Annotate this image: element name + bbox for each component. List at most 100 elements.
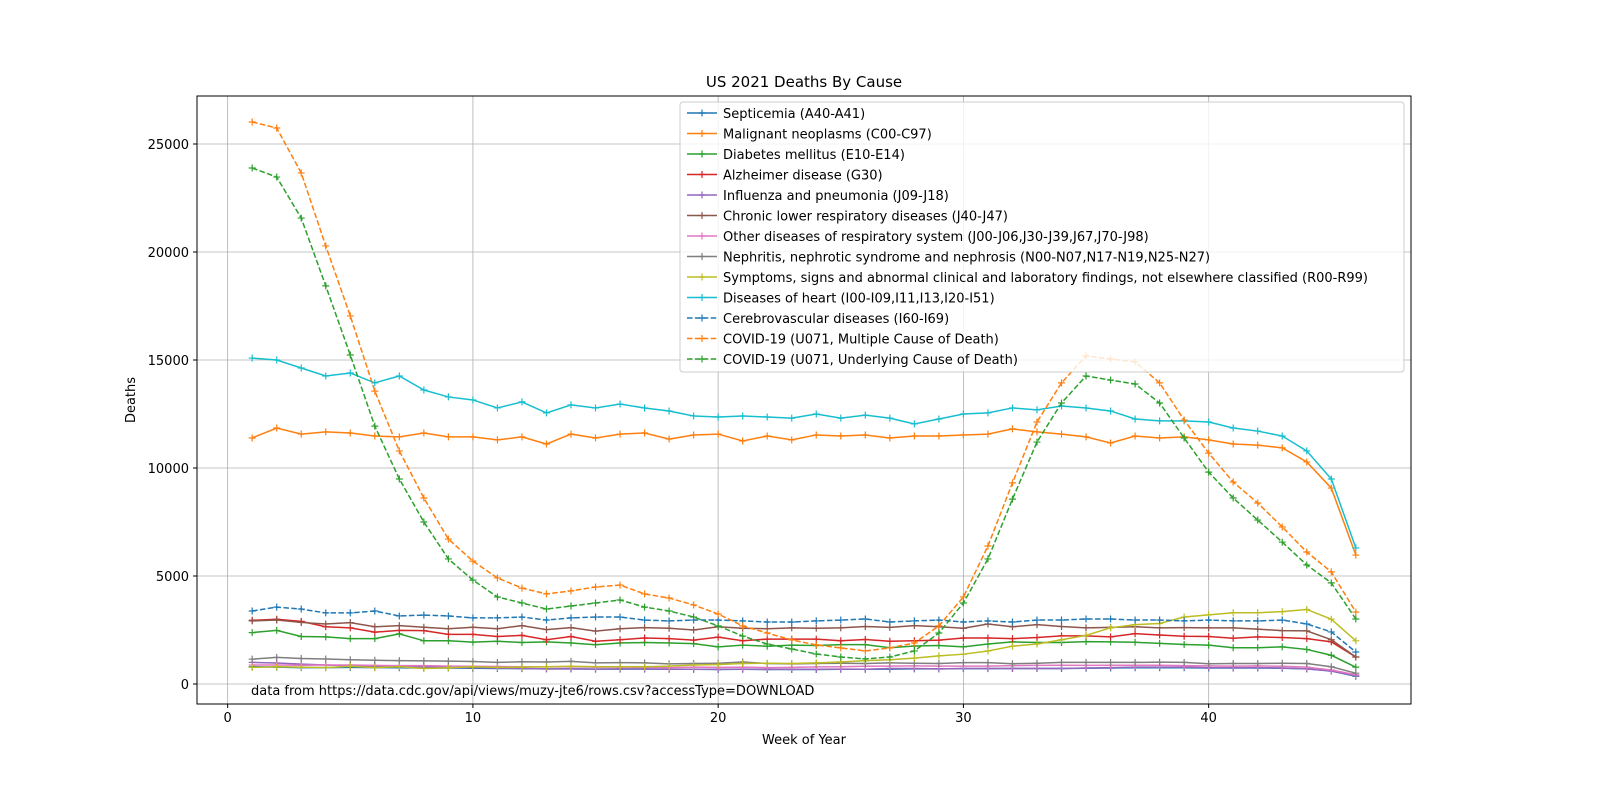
data-point-marker (1205, 418, 1213, 426)
data-point-marker (665, 662, 673, 670)
data-point-marker (567, 614, 575, 622)
data-point-marker (322, 282, 330, 290)
data-point-marker (1229, 617, 1237, 625)
data-point-marker (763, 640, 771, 648)
legend-entry: Influenza and pneumonia (J09-J18) (687, 189, 949, 204)
data-point-marker (248, 629, 256, 637)
data-point-marker (493, 404, 501, 412)
data-point-marker (444, 393, 452, 401)
data-point-marker (297, 618, 305, 626)
data-point-marker (1156, 658, 1164, 666)
legend-label: Alzheimer disease (G30) (723, 169, 883, 184)
series-line (252, 629, 1357, 668)
data-point-marker (1205, 468, 1213, 476)
data-point-marker (788, 636, 796, 644)
data-point-marker (273, 616, 281, 624)
data-point-marker (959, 659, 967, 667)
data-point-marker (371, 656, 379, 664)
data-point-marker (812, 431, 820, 439)
data-point-marker (935, 629, 943, 637)
data-point-marker (1058, 623, 1066, 631)
data-point-marker (1254, 609, 1262, 617)
data-point-marker (1180, 416, 1188, 424)
series-line (251, 427, 1357, 556)
data-point-marker (690, 431, 698, 439)
data-point-marker (493, 574, 501, 582)
data-point-marker (959, 650, 967, 658)
data-point-marker (1156, 417, 1164, 425)
data-point-marker (469, 638, 477, 646)
legend-label: Symptoms, signs and abnormal clinical an… (723, 271, 1368, 286)
data-point-marker (542, 409, 550, 417)
data-point-marker (1107, 624, 1115, 632)
data-point-marker (788, 645, 796, 653)
data-point-marker (616, 625, 624, 633)
legend-entry: Symptoms, signs and abnormal clinical an… (687, 271, 1368, 286)
data-point-marker (1180, 617, 1188, 625)
data-point-marker (1229, 634, 1237, 642)
data-point-marker (984, 659, 992, 667)
data-point-marker (1058, 399, 1066, 407)
legend-entry: Chronic lower respiratory diseases (J40-… (687, 210, 1008, 225)
data-point-marker (1033, 406, 1041, 414)
data-point-marker (297, 663, 305, 671)
data-point-marker (910, 432, 918, 440)
legend-label: Cerebrovascular diseases (I60-I69) (723, 312, 949, 327)
data-point-marker (1229, 609, 1237, 617)
data-point-marker (1107, 407, 1115, 415)
data-point-marker (518, 398, 526, 406)
data-point-marker (322, 609, 330, 617)
legend-box (679, 101, 1405, 373)
data-point-marker (248, 655, 256, 663)
data-point-marker (542, 663, 550, 671)
data-point-marker (1008, 660, 1016, 668)
data-point-marker (1205, 616, 1213, 624)
data-point-marker (518, 584, 526, 592)
data-point-marker (1229, 494, 1237, 502)
data-point-marker (959, 643, 967, 651)
data-point-marker (518, 639, 526, 647)
data-point-marker (714, 643, 722, 651)
data-point-marker (690, 626, 698, 634)
data-point-marker (984, 430, 992, 438)
data-point-marker (861, 615, 869, 623)
data-point-marker (1180, 640, 1188, 648)
data-point-marker (273, 603, 281, 611)
data-point-marker (616, 581, 624, 589)
series-line (252, 664, 1356, 676)
data-point-marker (910, 617, 918, 625)
data-point-marker (444, 657, 452, 665)
data-point-marker (1082, 372, 1090, 380)
data-point-marker (1205, 660, 1213, 668)
data-point-marker (273, 424, 281, 432)
data-point-marker (1008, 618, 1016, 626)
data-point-marker (1033, 659, 1041, 667)
legend-marker (698, 150, 706, 158)
data-point-marker (1352, 608, 1360, 616)
data-point-marker (935, 636, 943, 644)
data-point-marker (739, 632, 747, 640)
data-point-marker (1033, 634, 1041, 642)
data-point-marker (910, 654, 918, 662)
data-point-marker (1008, 495, 1016, 503)
data-point-marker (665, 435, 673, 443)
data-point-marker (346, 662, 354, 670)
data-point-marker (395, 372, 403, 380)
data-point-marker (886, 434, 894, 442)
data-point-marker (763, 629, 771, 637)
data-point-marker (273, 356, 281, 364)
data-point-marker (1254, 617, 1262, 625)
data-point-marker (1303, 605, 1311, 613)
data-point-marker (763, 413, 771, 421)
data-point-marker (1131, 432, 1139, 440)
data-point-marker (616, 596, 624, 604)
data-point-marker (935, 652, 943, 660)
legend-entry: COVID-19 (U071, Underlying Cause of Deat… (687, 353, 1018, 368)
x-axis-label: Week of Year (762, 733, 847, 748)
data-point-marker (959, 599, 967, 607)
data-point-marker (1205, 436, 1213, 444)
data-point-marker (910, 639, 918, 647)
data-point-marker (493, 593, 501, 601)
data-point-marker (935, 659, 943, 667)
data-point-marker (1033, 428, 1041, 436)
